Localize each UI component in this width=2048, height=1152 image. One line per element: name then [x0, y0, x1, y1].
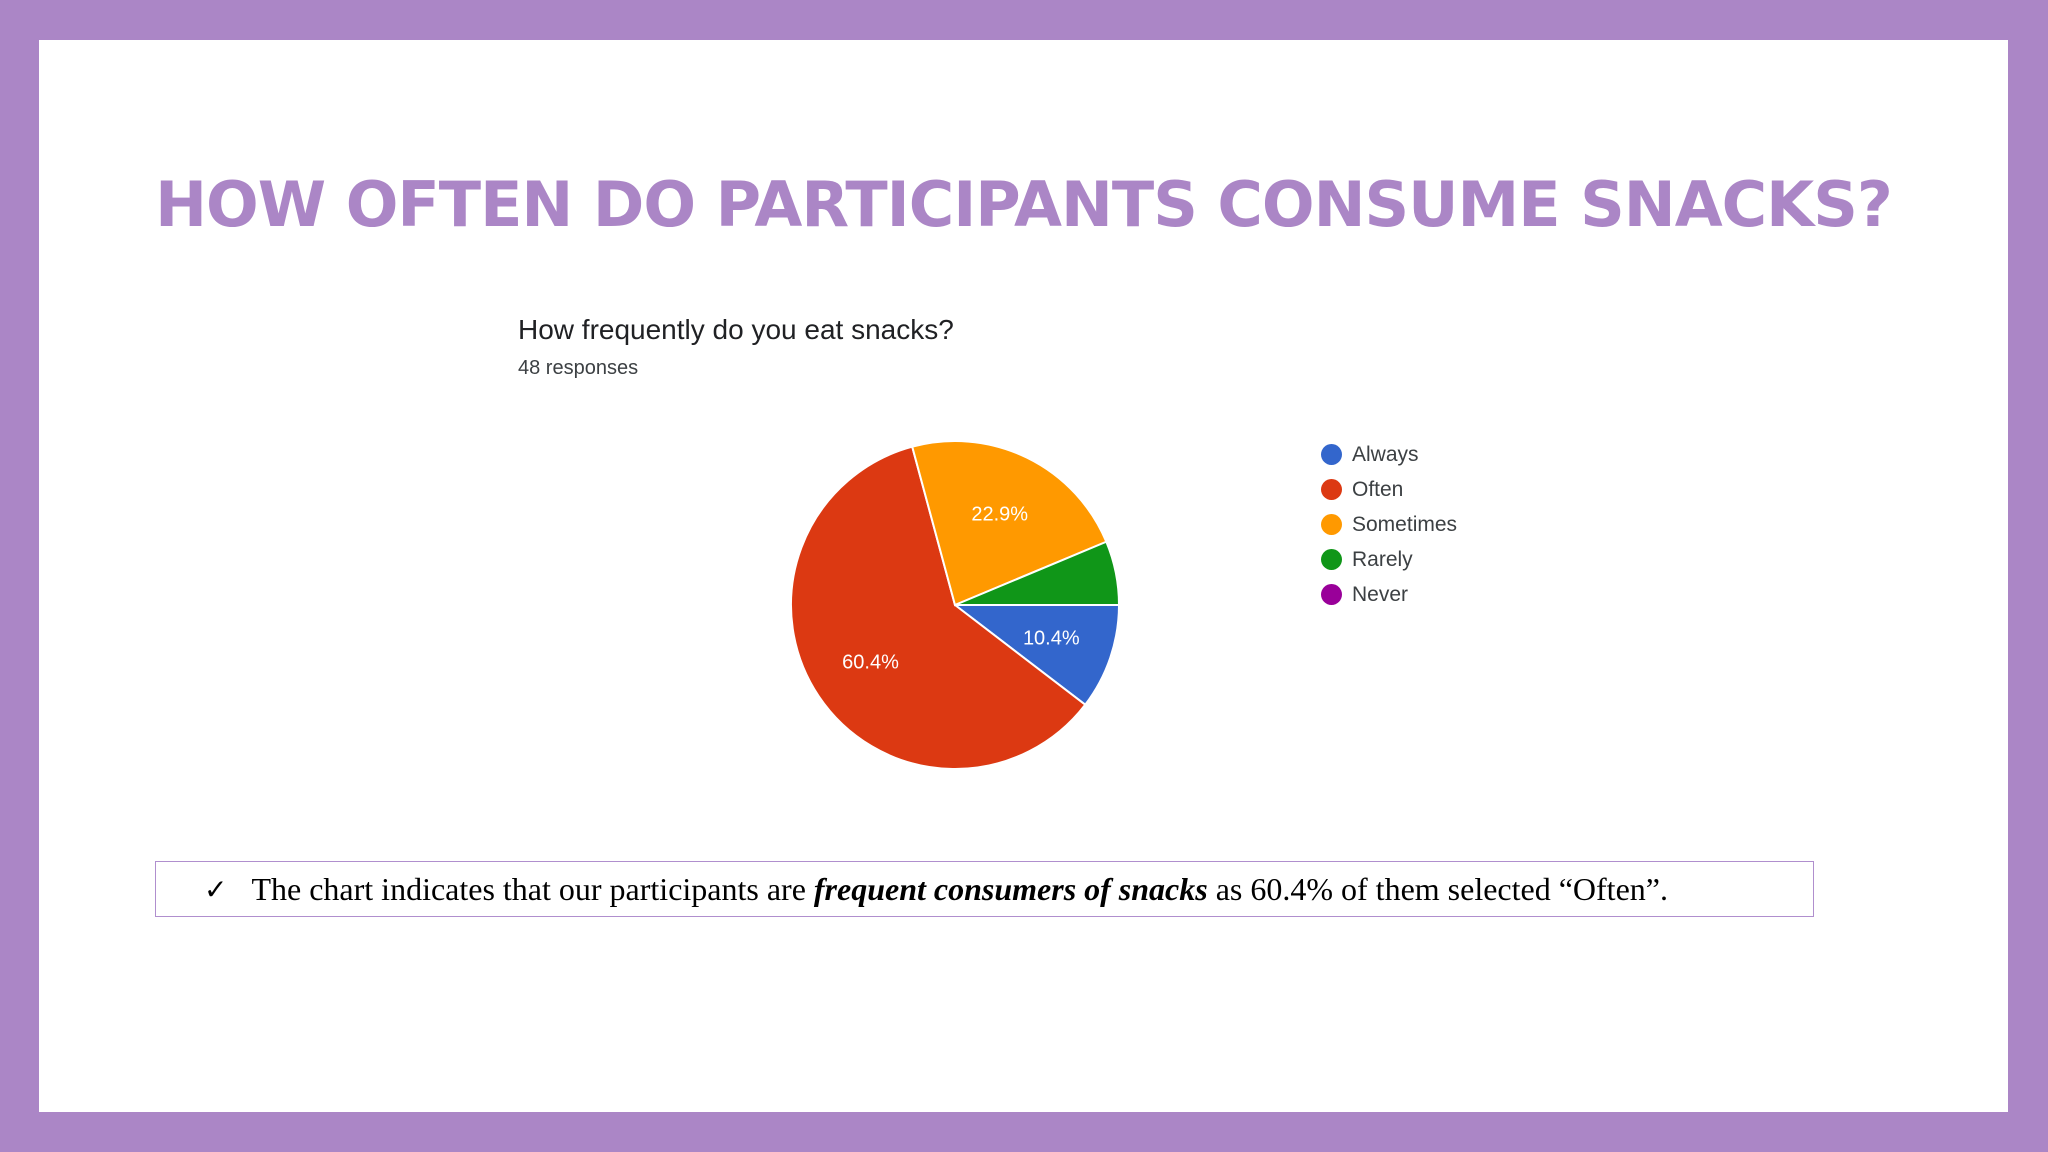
chart-title: How frequently do you eat snacks?	[518, 314, 954, 345]
legend-label: Often	[1352, 477, 1404, 501]
conclusion-note: ✓ The chart indicates that our participa…	[155, 861, 1814, 917]
pie-slice-rarely	[954, 540, 1121, 606]
legend-swatch-icon	[1321, 584, 1342, 605]
legend-item-often: Often	[1321, 472, 1457, 507]
chart-subtitle: 48 responses	[518, 357, 639, 379]
note-text-after: as 60.4% of them selected “Often”.	[1207, 870, 1668, 907]
note-text-before: The chart indicates that our participant…	[251, 870, 814, 907]
legend-label: Never	[1352, 582, 1409, 606]
legend-swatch-icon	[1321, 549, 1342, 570]
pie-label-always: 10.4%	[1023, 628, 1080, 650]
pie-slice-often	[790, 445, 1087, 770]
legend-item-sometimes: Sometimes	[1321, 507, 1457, 542]
pie-slice-always	[952, 604, 1121, 707]
legend-swatch-icon	[1321, 479, 1342, 500]
legend-swatch-icon	[1321, 444, 1342, 465]
chart-legend: Always Often Sometimes Rarely Never	[1321, 437, 1457, 612]
legend-item-never: Never	[1321, 577, 1457, 612]
legend-swatch-icon	[1321, 514, 1342, 535]
legend-label: Rarely	[1352, 547, 1413, 571]
legend-label: Sometimes	[1352, 512, 1458, 536]
legend-label: Always	[1352, 442, 1419, 466]
pie-label-sometimes: 22.9%	[971, 504, 1028, 526]
slide: HOW OFTEN DO PARTICIPANTS CONSUME SNACKS…	[39, 40, 2008, 1112]
note-emphasis: frequent consumers of snacks	[813, 870, 1208, 907]
slide-title: HOW OFTEN DO PARTICIPANTS CONSUME SNACKS…	[155, 168, 1893, 241]
checkmark-icon: ✓	[204, 872, 228, 906]
pie-slice-sometimes	[910, 440, 1108, 607]
legend-item-always: Always	[1321, 437, 1457, 472]
legend-item-rarely: Rarely	[1321, 542, 1457, 577]
pie-label-often: 60.4%	[842, 652, 899, 674]
